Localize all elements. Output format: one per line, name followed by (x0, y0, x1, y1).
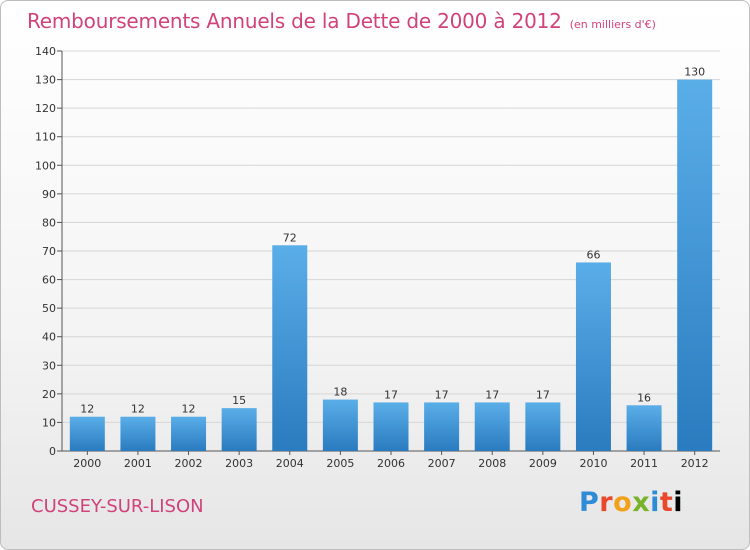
y-tick-label: 10 (42, 416, 56, 429)
y-tick-label: 60 (42, 274, 56, 287)
y-tick-label: 130 (35, 74, 56, 87)
proxiti-logo: Proxiti (579, 487, 683, 518)
bar (474, 402, 510, 451)
x-tick-label: 2010 (579, 457, 607, 470)
chart-title-text: Remboursements Annuels de la Dette de 20… (27, 9, 562, 33)
bar (575, 262, 611, 451)
x-tick-label: 2000 (73, 457, 101, 470)
logo-letter: o (613, 487, 633, 518)
bar (677, 79, 713, 452)
x-tick-label: 2007 (428, 457, 456, 470)
bar-value-label: 12 (80, 403, 94, 416)
x-tick-label: 2002 (175, 457, 203, 470)
bar (424, 402, 460, 451)
bar-value-label: 12 (131, 403, 145, 416)
y-tick-label: 120 (35, 102, 56, 115)
bar (373, 402, 409, 451)
logo-letter: P (579, 487, 600, 518)
x-tick-label: 2003 (225, 457, 253, 470)
x-tick-label: 2005 (326, 457, 354, 470)
bar (120, 416, 156, 451)
bar-value-label: 17 (435, 388, 449, 401)
y-tick-label: 40 (42, 331, 56, 344)
bar-value-label: 12 (182, 403, 196, 416)
bar-value-label: 17 (536, 388, 550, 401)
y-tick-label: 90 (42, 188, 56, 201)
bar (626, 405, 662, 451)
logo-letter: t (659, 487, 674, 518)
labels: 12 2000 12 2001 12 2002 15 2003 72 2004 18 2005 17 20… (73, 66, 708, 470)
chart-title: Remboursements Annuels de la Dette de 20… (27, 9, 656, 33)
bars (69, 79, 713, 452)
bar (221, 408, 257, 451)
bar-value-label: 130 (684, 66, 705, 79)
logo-letter: i (673, 487, 684, 518)
y-tick-label: 50 (42, 302, 56, 315)
y-tick-label: 70 (42, 245, 56, 258)
x-tick-label: 2008 (478, 457, 506, 470)
logo-letter: r (599, 487, 614, 518)
bar-value-label: 17 (485, 388, 499, 401)
bar-value-label: 18 (333, 386, 347, 399)
y-tick-label: 30 (42, 359, 56, 372)
bar (69, 416, 105, 451)
x-tick-label: 2004 (276, 457, 304, 470)
town-name: CUSSEY-SUR-LISON (31, 496, 204, 517)
bar-value-label: 72 (283, 231, 297, 244)
y-tick-label: 110 (35, 131, 56, 144)
bar-value-label: 15 (232, 394, 246, 407)
x-tick-label: 2009 (529, 457, 557, 470)
y-tick-label: 0 (49, 445, 56, 458)
x-tick-label: 2012 (681, 457, 709, 470)
chart-subtitle: (en milliers d'€) (569, 18, 656, 31)
x-tick-label: 2011 (630, 457, 658, 470)
bar (525, 402, 561, 451)
logo-letter: i (650, 487, 660, 518)
bar-chart: 0 10 20 30 40 50 60 70 80 90 100 110 120 130 140 12 200… (35, 45, 720, 470)
y-tick-label: 100 (35, 159, 56, 172)
y-tick-label: 80 (42, 216, 56, 229)
bar (272, 245, 308, 451)
bar-value-label: 17 (384, 388, 398, 401)
grid-lines (62, 50, 720, 423)
x-tick-label: 2006 (377, 457, 405, 470)
y-tick-label: 140 (35, 45, 56, 58)
bar (322, 399, 358, 451)
x-tick-label: 2001 (124, 457, 152, 470)
y-tick-label: 20 (42, 388, 56, 401)
bar (171, 416, 207, 451)
logo-letter: x (632, 487, 651, 518)
bar-value-label: 66 (586, 248, 600, 261)
bar-value-label: 16 (637, 391, 651, 404)
